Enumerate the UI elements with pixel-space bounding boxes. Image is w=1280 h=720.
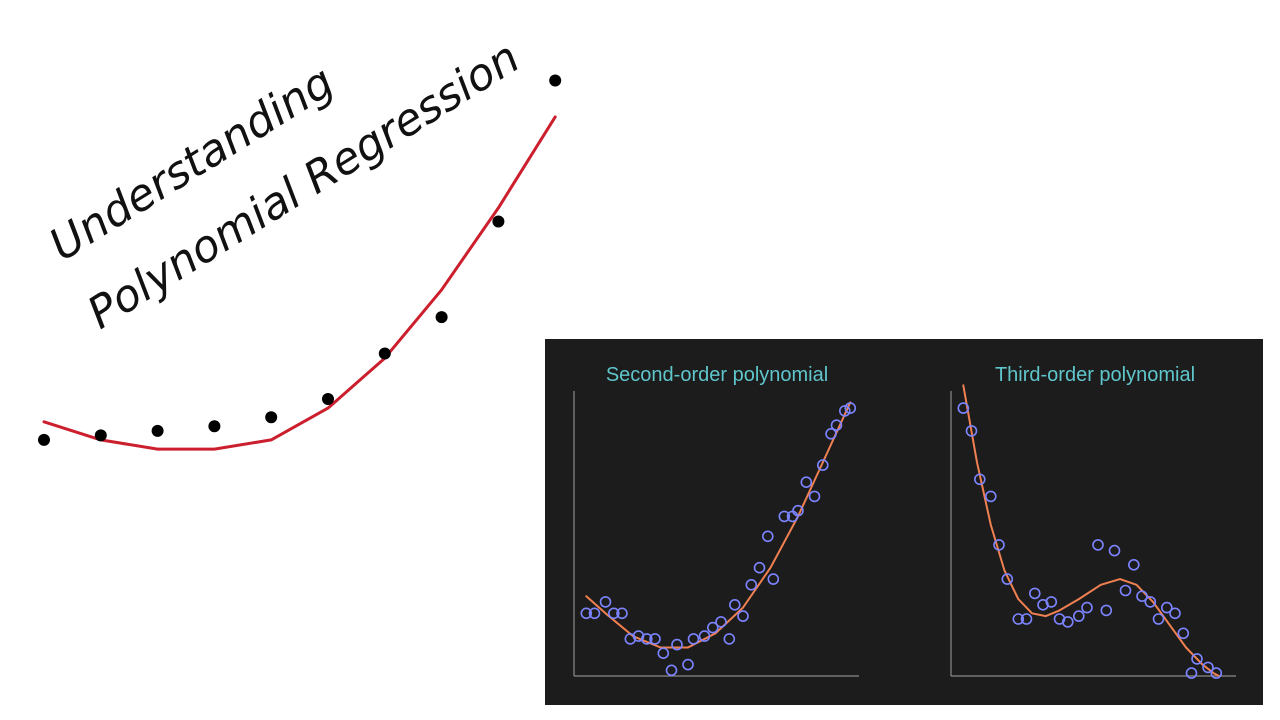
hero-data-point (94, 429, 107, 442)
third-order-data-point (1108, 544, 1121, 557)
third-order-data-point (984, 490, 997, 503)
third-order-data-point (1045, 596, 1058, 608)
second-order-data-point (599, 596, 612, 608)
third-order-data-point (1119, 584, 1132, 597)
second-order-data-point (682, 658, 694, 671)
hero-data-point (492, 215, 505, 228)
second-order-data-point (838, 405, 851, 417)
third-order-data-point (1061, 616, 1074, 628)
second-order-data-point (588, 607, 601, 620)
second-order-points-layer (580, 402, 857, 677)
hero-data-point (549, 74, 562, 87)
third-order-data-point (1092, 539, 1104, 551)
third-order-data-point (965, 425, 978, 437)
chart-title-second-order: Second-order polynomial (606, 364, 828, 386)
hero-points-layer (38, 74, 562, 446)
chart-title-third-order: Third-order polynomial (995, 364, 1195, 386)
third-order-data-point (1072, 610, 1085, 622)
third-order-data-point (1185, 667, 1198, 679)
third-order-data-point (1127, 559, 1140, 571)
second-order-data-point (687, 633, 700, 645)
third-order-data-point (1177, 627, 1190, 640)
third-order-points-layer (957, 402, 1223, 679)
second-order-data-point (745, 579, 758, 591)
third-order-data-point (1144, 596, 1157, 608)
hero-data-point (38, 433, 50, 446)
comparison-charts: Second-order polynomial Third-order poly… (573, 364, 1236, 679)
third-order-data-point (1012, 613, 1025, 625)
second-order-fit-line (585, 401, 852, 649)
third-order-fit-layer (962, 384, 1220, 677)
second-order-data-point (816, 459, 829, 471)
third-order-chart: Third-order polynomial (950, 364, 1236, 679)
second-order-data-point (844, 402, 857, 414)
hero-data-point (378, 347, 391, 360)
third-order-data-point (1020, 613, 1033, 625)
hero-fit-curve-layer (42, 115, 557, 451)
second-order-chart: Second-order polynomial (573, 364, 859, 677)
third-order-data-point (957, 402, 970, 414)
second-order-data-point (649, 633, 661, 645)
hero-data-point (435, 311, 448, 324)
second-order-data-point (729, 598, 741, 611)
comparison-panel: Second-order polynomial Third-order poly… (545, 339, 1263, 705)
second-order-data-point (616, 607, 628, 620)
second-order-data-point (641, 633, 653, 645)
second-order-data-point (808, 490, 821, 503)
third-order-data-point (1100, 604, 1113, 617)
second-order-data-point (671, 638, 683, 651)
second-order-data-point (657, 647, 670, 660)
third-order-data-point (1001, 573, 1014, 585)
second-order-data-point (825, 428, 837, 440)
hero-plot: Understanding Polynomial Regression (38, 32, 562, 451)
second-order-data-point (830, 419, 843, 431)
third-order-data-point (1210, 667, 1223, 679)
third-order-data-point (973, 473, 986, 486)
second-order-data-point (753, 561, 766, 574)
third-order-data-point (1169, 607, 1181, 620)
third-order-data-point (1028, 587, 1041, 600)
second-order-data-point (792, 504, 804, 517)
hero-data-point (265, 411, 278, 424)
second-order-data-point (723, 633, 736, 645)
hero-data-point (322, 393, 334, 405)
second-order-data-point (762, 530, 774, 543)
third-order-data-point (1152, 613, 1165, 625)
second-order-data-point (800, 476, 813, 488)
second-order-data-point (767, 573, 780, 585)
second-order-data-point (737, 610, 749, 622)
second-order-data-point (778, 510, 791, 523)
third-order-data-point (1191, 653, 1203, 665)
third-order-data-point (1160, 601, 1173, 614)
second-order-data-point (715, 616, 727, 628)
third-order-fit-line (962, 384, 1220, 677)
second-order-data-point (707, 621, 719, 634)
third-order-data-point (1136, 590, 1148, 603)
third-order-data-point (1081, 601, 1093, 614)
second-order-data-point (665, 664, 678, 677)
hero-data-point (208, 420, 221, 433)
third-order-data-point (1202, 661, 1214, 674)
hero-data-point (151, 424, 164, 437)
second-order-data-point (580, 607, 593, 620)
second-order-fit-layer (585, 401, 852, 649)
hero-fit-line (42, 115, 557, 451)
second-order-data-point (698, 630, 711, 642)
second-order-data-point (608, 607, 620, 620)
third-order-data-point (993, 539, 1005, 551)
